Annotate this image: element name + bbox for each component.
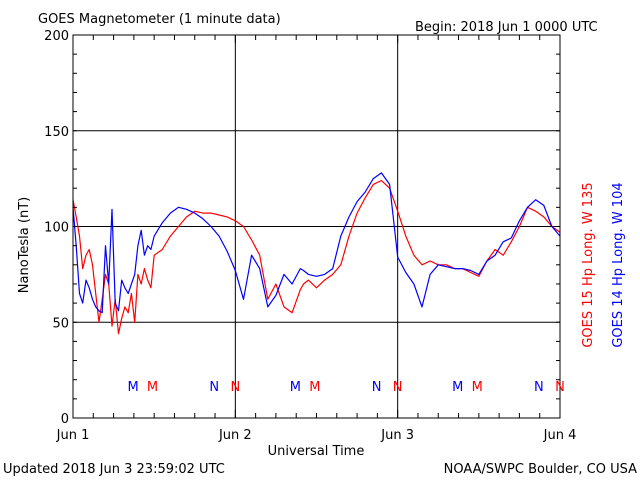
marker-midnight: M bbox=[452, 380, 463, 395]
footer-credit: NOAA/SWPC Boulder, CO USA bbox=[444, 462, 637, 477]
chart-title: GOES Magnetometer (1 minute data) bbox=[38, 12, 281, 27]
y-tick-label: 50 bbox=[52, 316, 69, 331]
grid-lines bbox=[73, 35, 560, 418]
x-tick-labels: Jun 1 Jun 2 Jun 3 Jun 4 bbox=[56, 35, 577, 443]
marker-noon: N bbox=[393, 380, 403, 395]
footer-updated: Updated 2018 Jun 3 23:59:02 UTC bbox=[3, 462, 225, 477]
marker-noon: N bbox=[534, 380, 544, 395]
y-tick-label: 100 bbox=[44, 221, 69, 236]
series-layer bbox=[72, 172, 561, 335]
marker-noon: N bbox=[209, 380, 219, 395]
y-tick-label: 150 bbox=[44, 125, 69, 140]
y-tick-labels: 0 50 100 150 200 bbox=[44, 29, 560, 427]
series-goes15-line bbox=[72, 179, 561, 335]
y-tick-label: 0 bbox=[61, 412, 69, 427]
y-axis-label: NanoTesla (nT) bbox=[17, 197, 32, 293]
legend-series-goes14: GOES 14 Hp Long. W 104 bbox=[611, 182, 626, 347]
x-tick-label: Jun 1 bbox=[56, 428, 90, 443]
marker-midnight: M bbox=[127, 380, 138, 395]
marker-noon: N bbox=[555, 380, 565, 395]
marker-midnight: M bbox=[472, 380, 483, 395]
x-axis-label: Universal Time bbox=[268, 444, 365, 459]
marker-noon: N bbox=[372, 380, 382, 395]
y-tick-label: 200 bbox=[44, 29, 69, 44]
legend-series-goes15: GOES 15 Hp Long. W 135 bbox=[581, 182, 596, 347]
x-tick-label: Jun 4 bbox=[543, 428, 577, 443]
marker-midnight: M bbox=[147, 380, 158, 395]
marker-midnight: M bbox=[290, 380, 301, 395]
marker-noon: N bbox=[230, 380, 240, 395]
x-tick-label: Jun 2 bbox=[218, 428, 252, 443]
marker-midnight: M bbox=[309, 380, 320, 395]
begin-label: Begin: 2018 Jun 1 0000 UTC bbox=[415, 20, 598, 35]
x-tick-label: Jun 3 bbox=[380, 428, 414, 443]
series-goes14-line bbox=[72, 172, 561, 314]
